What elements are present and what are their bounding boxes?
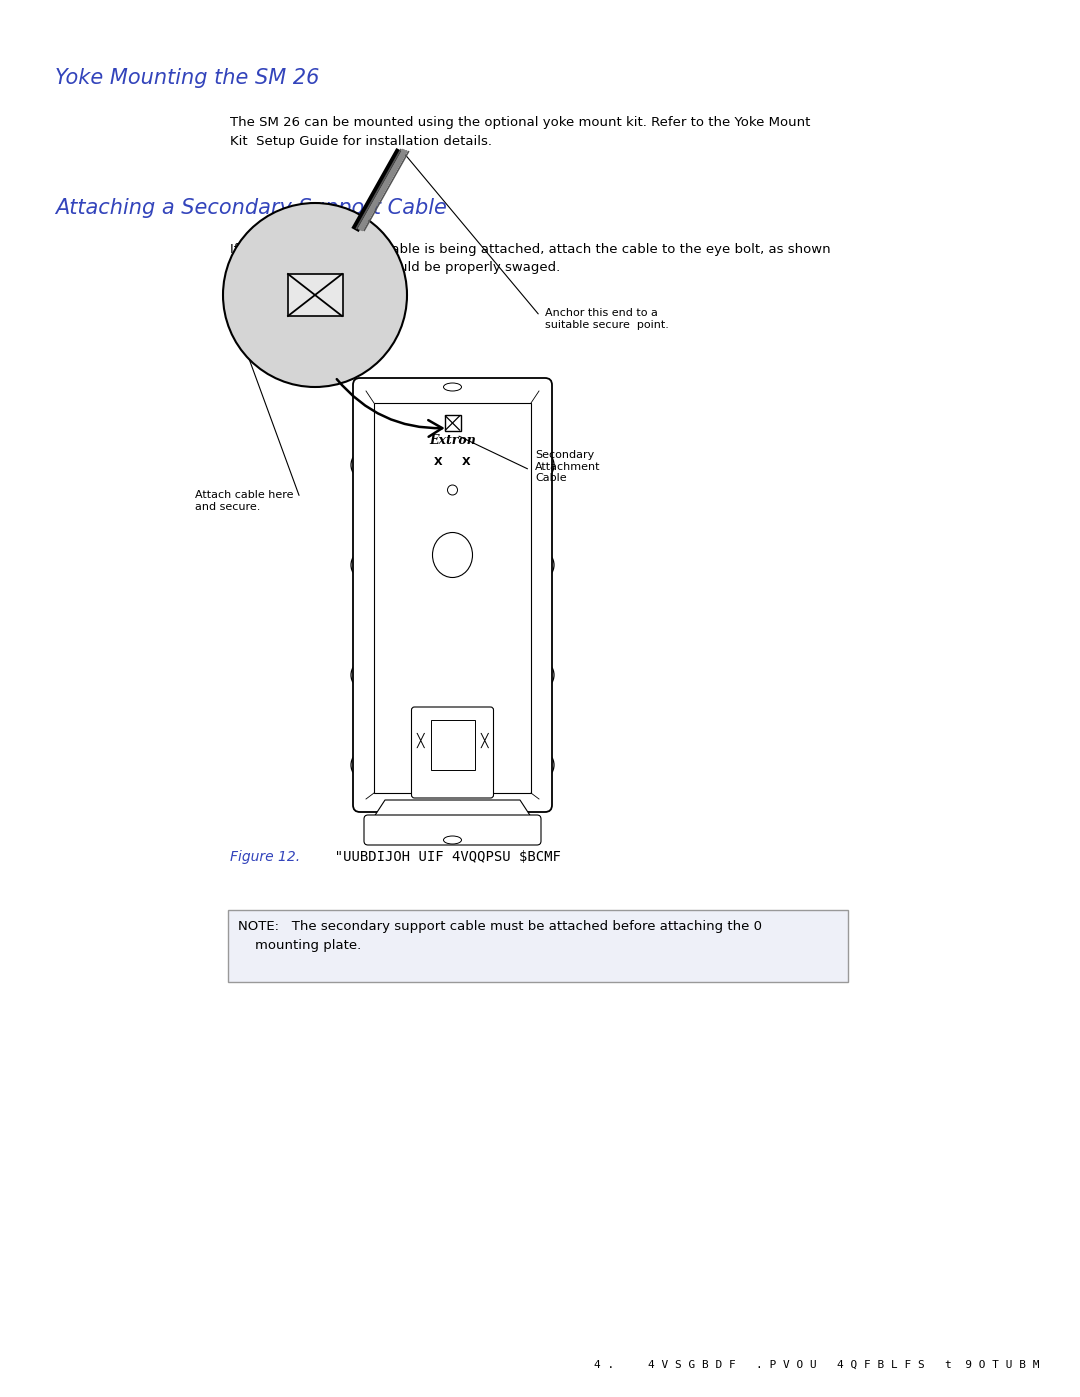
Text: "UUBDIJOH UIF 4VQQPSU $BCMF: "UUBDIJOH UIF 4VQQPSU $BCMF — [318, 849, 561, 863]
Circle shape — [222, 203, 407, 387]
Text: 4 .     4 V S G B D F   . P V O U   4 Q F B L F S   t  9 O T U B M: 4 . 4 V S G B D F . P V O U 4 Q F B L F … — [594, 1361, 1040, 1370]
Text: ╳: ╳ — [417, 732, 424, 747]
Text: Attaching a Secondary Support Cable: Attaching a Secondary Support Cable — [55, 198, 447, 218]
FancyArrowPatch shape — [337, 379, 443, 437]
Text: X: X — [434, 457, 443, 467]
Text: Secondary
Attachment
Cable: Secondary Attachment Cable — [535, 450, 600, 483]
Text: X: X — [462, 457, 471, 467]
Text: Extron: Extron — [429, 433, 476, 447]
Ellipse shape — [444, 835, 461, 844]
Bar — [431, 719, 474, 770]
Text: ╳: ╳ — [481, 732, 488, 747]
Text: If a secondary support cable is being attached, attach the cable to the eye bolt: If a secondary support cable is being at… — [230, 243, 831, 274]
FancyBboxPatch shape — [364, 814, 541, 845]
FancyBboxPatch shape — [411, 707, 494, 798]
Bar — [445, 415, 460, 432]
Text: The SM 26 can be mounted using the optional yoke mount kit. Refer to the Yoke Mo: The SM 26 can be mounted using the optio… — [230, 116, 810, 148]
Text: Attach cable here
and secure.: Attach cable here and secure. — [195, 490, 294, 511]
Ellipse shape — [444, 383, 461, 391]
Circle shape — [447, 485, 458, 495]
FancyBboxPatch shape — [353, 379, 552, 812]
Bar — [228, 909, 848, 982]
Ellipse shape — [432, 532, 473, 577]
Text: Yoke Mounting the SM 26: Yoke Mounting the SM 26 — [55, 68, 320, 88]
Bar — [288, 274, 343, 316]
Polygon shape — [370, 800, 535, 823]
Bar — [374, 402, 531, 793]
Text: Figure 12.: Figure 12. — [230, 849, 300, 863]
Text: Anchor this end to a
suitable secure  point.: Anchor this end to a suitable secure poi… — [545, 307, 669, 330]
Text: NOTE:   The secondary support cable must be attached before attaching the 0
    : NOTE: The secondary support cable must b… — [238, 921, 762, 951]
